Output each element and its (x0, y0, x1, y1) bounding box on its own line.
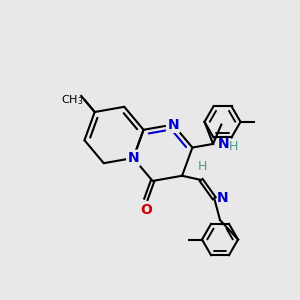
Text: N: N (217, 191, 228, 205)
Text: H: H (229, 140, 238, 153)
Text: N: N (218, 137, 229, 151)
Text: H: H (198, 160, 207, 173)
Text: CH$_3$: CH$_3$ (61, 94, 84, 107)
Text: O: O (140, 203, 152, 217)
Text: N: N (128, 151, 139, 165)
Text: N: N (167, 118, 179, 132)
